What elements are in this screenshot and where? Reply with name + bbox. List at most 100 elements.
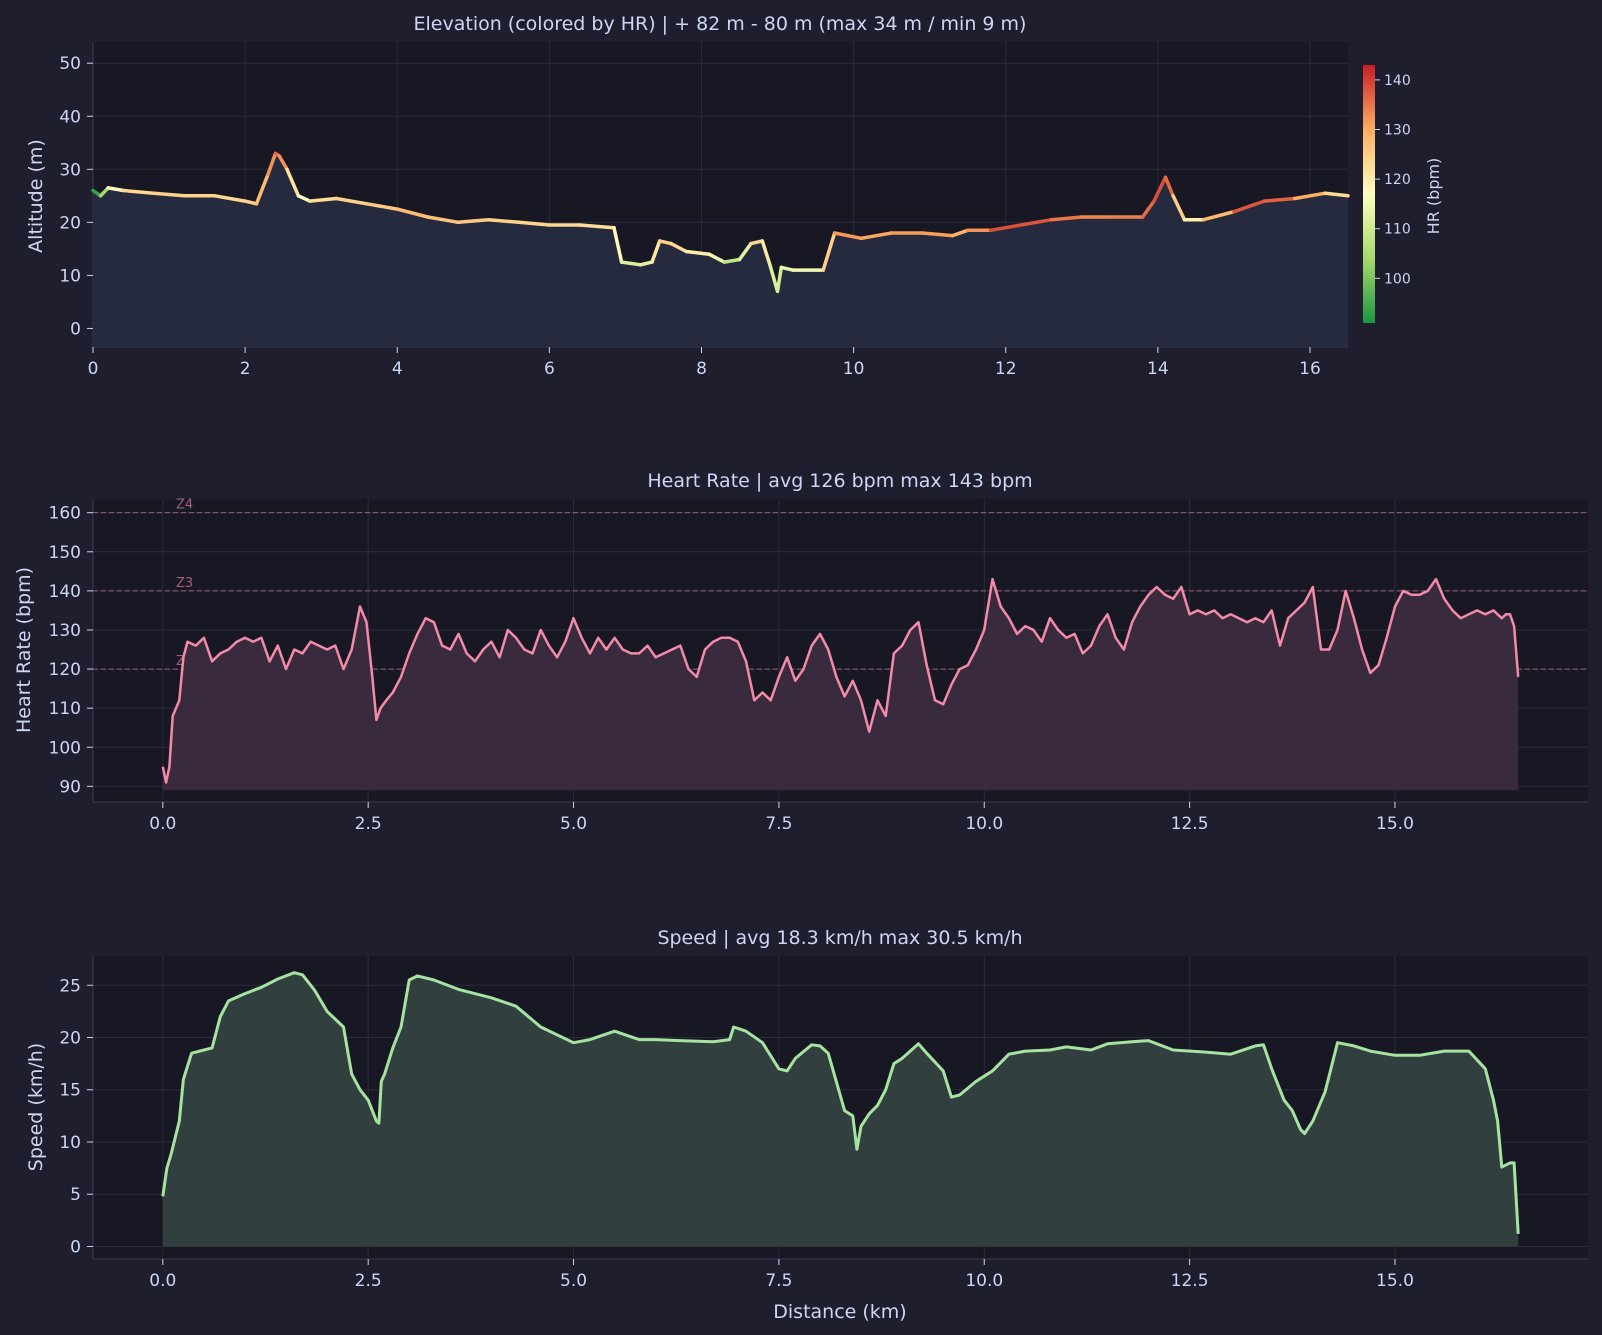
elevation-segment <box>106 186 126 193</box>
heart-rate-y-label: Heart Rate (bpm) <box>13 567 35 733</box>
speed-x-ticks: 0.0 2.5 5.0 7.5 10.0 12.5 15.0 <box>149 1259 1414 1291</box>
heart-rate-xtick-label: 12.5 <box>1171 814 1209 834</box>
zone-label-z3: Z3 <box>176 576 193 591</box>
heart-rate-chart: Z2Z3Z4 0.02.55.07.510.012.515.0 90100110… <box>13 470 1588 834</box>
speed-chart: 0.0 2.5 5.0 7.5 10.0 12.5 15.0 0 5 10 15 20 25 Spee… <box>25 927 1588 1323</box>
elevation-segment <box>832 231 863 241</box>
heart-rate-ytick-label: 120 <box>49 660 81 680</box>
elevation-segment <box>121 188 156 195</box>
elevation-area-fill <box>93 153 1348 347</box>
speed-x-label: Distance (km) <box>773 1301 906 1323</box>
elevation-segment <box>760 239 772 267</box>
speed-ytick-label: 25 <box>59 976 81 996</box>
speed-ytick-label: 5 <box>70 1185 81 1205</box>
elevation-line-colored <box>91 151 1350 294</box>
elevation-title: Elevation (colored by HR) | + 82 m - 80 … <box>414 13 1027 35</box>
elevation-xtick-label: 14 <box>1147 359 1169 379</box>
speed-ytick-label: 0 <box>70 1237 81 1257</box>
speed-xtick-label: 15.0 <box>1376 1271 1414 1291</box>
elevation-xtick-label: 2 <box>240 359 251 379</box>
heart-rate-ytick-label: 90 <box>59 777 81 797</box>
elevation-segment <box>650 239 662 264</box>
elevation-segment <box>296 194 312 203</box>
heart-rate-area-fill <box>162 579 1519 791</box>
elevation-segment <box>1140 199 1156 219</box>
speed-title: Speed | avg 18.3 km/h max 30.5 km/h <box>657 927 1022 949</box>
elevation-segment <box>779 265 795 272</box>
elevation-segment <box>749 239 765 246</box>
elevation-segment <box>707 252 727 264</box>
elevation-segment <box>619 260 643 267</box>
heart-rate-xtick-label: 10.0 <box>965 814 1003 834</box>
elevation-segment <box>1293 191 1327 201</box>
speed-xtick-label: 7.5 <box>765 1271 792 1291</box>
elevation-segment <box>684 249 711 256</box>
elevation-segment <box>334 196 369 206</box>
elevation-segment <box>1152 175 1168 203</box>
heart-rate-ytick-label: 110 <box>49 699 81 719</box>
elevation-y-label: Altitude (m) <box>25 139 47 253</box>
elevation-xtick-label: 8 <box>696 359 707 379</box>
elevation-segment <box>1171 194 1187 222</box>
speed-y-label: Speed (km/h) <box>25 1043 47 1171</box>
speed-line <box>161 971 1520 1234</box>
elevation-xtick-label: 16 <box>1299 359 1321 379</box>
speed-y-ticks: 0 5 10 15 20 25 <box>59 976 93 1257</box>
elevation-ytick-label: 10 <box>59 266 81 286</box>
heart-rate-title: Heart Rate | avg 126 bpm max 143 bpm <box>647 470 1032 492</box>
elevation-segment <box>1262 196 1297 203</box>
elevation-segment <box>243 199 259 206</box>
speed-xtick-label: 10.0 <box>965 1271 1003 1291</box>
elevation-segment <box>395 207 430 219</box>
elevation-segment <box>859 231 894 241</box>
elevation-segment <box>821 231 837 272</box>
heart-rate-line <box>161 577 1520 784</box>
hr-colorbar-tick-label: 140 <box>1384 73 1411 89</box>
heart-rate-xtick-label: 15.0 <box>1376 814 1414 834</box>
elevation-y-ticks: 0 10 20 30 40 50 <box>59 54 93 339</box>
speed-area-fill <box>162 972 1519 1247</box>
heart-rate-xtick-label: 2.5 <box>355 814 382 834</box>
hr-colorbar-tick-label: 110 <box>1384 222 1411 238</box>
elevation-chart: 0 2 4 6 8 10 12 14 16 0 10 20 30 40 50 Elevation (col… <box>25 13 1443 379</box>
elevation-segment <box>722 257 742 264</box>
elevation-segment <box>517 220 552 227</box>
elevation-segment <box>737 241 753 262</box>
elevation-x-ticks: 0 2 4 6 8 10 12 14 16 <box>88 347 1321 379</box>
elevation-xtick-label: 10 <box>843 359 865 379</box>
elevation-segment <box>425 215 460 225</box>
elevation-segment <box>254 172 270 206</box>
elevation-xtick-label: 12 <box>995 359 1017 379</box>
speed-ytick-label: 10 <box>59 1133 81 1153</box>
hr-colorbar-tick-label: 130 <box>1384 123 1411 139</box>
elevation-xtick-label: 0 <box>88 359 99 379</box>
heart-rate-xtick-label: 7.5 <box>765 814 792 834</box>
elevation-segment <box>1019 217 1054 227</box>
heart-rate-xtick-label: 5.0 <box>560 814 587 834</box>
elevation-xtick-label: 4 <box>392 359 403 379</box>
elevation-segment <box>950 228 970 238</box>
elevation-xtick-label: 6 <box>544 359 555 379</box>
hr-colorbar-tick-label: 120 <box>1384 172 1411 188</box>
elevation-ytick-label: 30 <box>59 160 81 180</box>
elevation-ytick-label: 50 <box>59 54 81 74</box>
elevation-segment <box>98 186 110 198</box>
elevation-segment <box>486 217 521 225</box>
speed-ytick-label: 15 <box>59 1081 81 1101</box>
elevation-segment <box>365 202 399 211</box>
heart-rate-xtick-label: 0.0 <box>149 814 176 834</box>
heart-rate-ytick-label: 130 <box>49 621 81 641</box>
heart-rate-ytick-label: 150 <box>49 543 81 563</box>
elevation-segment <box>152 191 187 198</box>
elevation-ytick-label: 20 <box>59 213 81 233</box>
elevation-segment <box>612 225 624 264</box>
elevation-segment <box>768 263 780 294</box>
speed-xtick-label: 12.5 <box>1171 1271 1209 1291</box>
elevation-segment <box>1232 199 1267 214</box>
heart-rate-ytick-label: 100 <box>49 738 81 758</box>
speed-xtick-label: 5.0 <box>560 1271 587 1291</box>
elevation-segment <box>456 217 491 225</box>
elevation-segment <box>285 167 301 198</box>
heart-rate-ytick-label: 140 <box>49 582 81 602</box>
